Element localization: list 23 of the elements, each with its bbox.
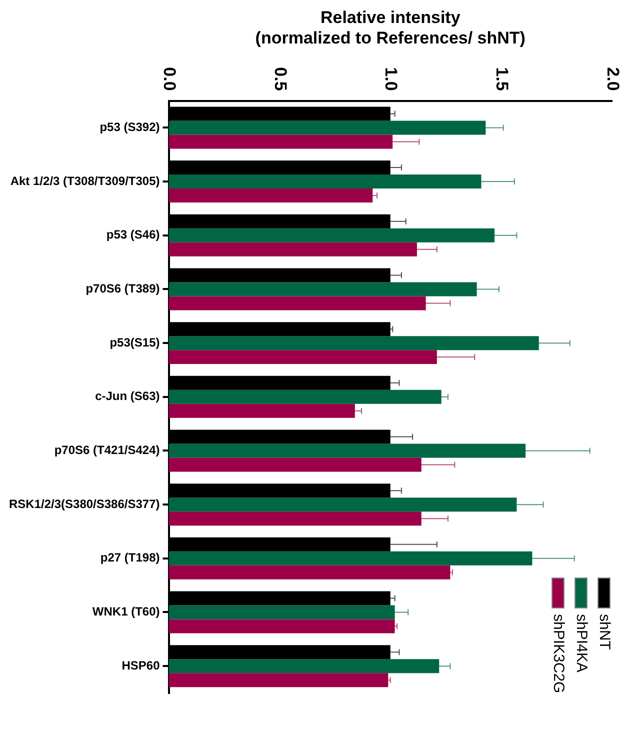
y-tick-label: Akt 1/2/3 (T308/T309/T305) xyxy=(10,174,160,188)
x-tick-label: 1.5 xyxy=(492,67,512,91)
y-tick-label: p53 (S392) xyxy=(100,120,160,134)
x-axis-title: Relative intensity (normalized to References/ shNT) xyxy=(255,8,526,48)
y-tick-label: HSP60 xyxy=(122,658,160,672)
bar xyxy=(168,619,395,634)
x-tick-label: 0.5 xyxy=(270,67,290,91)
y-tick-label: WNK1 (T60) xyxy=(92,604,160,619)
y-tick-label: p70S6 (T421/S424) xyxy=(54,443,160,458)
y-tick-label: p27 (T198) xyxy=(100,550,160,565)
bar xyxy=(168,673,388,688)
x-tick-label: 0.0 xyxy=(160,67,180,91)
legend-label: shPI4KA xyxy=(572,614,590,672)
y-tick-label: p70S6 (T389) xyxy=(86,282,160,296)
y-tick-label: RSK1/2/3(S380/S386/S377) xyxy=(8,496,160,511)
bar xyxy=(168,565,450,580)
y-tick-label: c-Jun (S63) xyxy=(95,389,160,404)
x-tick-label: 2.0 xyxy=(603,67,622,91)
y-tick-label: p53(S15) xyxy=(110,335,160,350)
y-tick-label: p53 (S46) xyxy=(106,228,160,242)
legend-label: shPIK3C2G xyxy=(550,614,567,694)
x-tick-label: 1.0 xyxy=(382,67,401,91)
legend-label: shNT xyxy=(596,614,613,650)
